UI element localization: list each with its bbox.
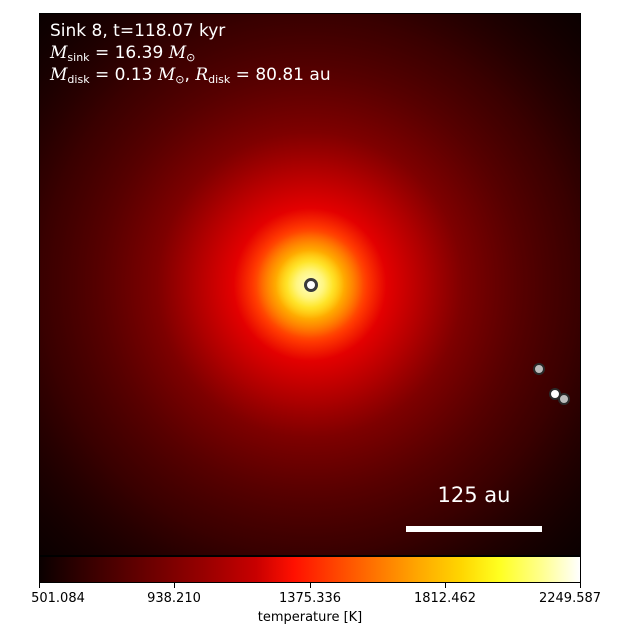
colorbar-tick <box>174 583 175 588</box>
m-sink-sub: sink <box>67 51 90 64</box>
colorbar-tick <box>580 583 581 588</box>
colorbar-tick-label: 501.084 <box>31 591 85 606</box>
scale-bar-label: 125 au <box>437 483 511 507</box>
colorbar-tick <box>310 583 311 588</box>
central-sink-marker <box>304 278 318 292</box>
m-disk-value: = 0.13 <box>89 65 158 85</box>
disk-properties: Mdisk = 0.13 M⊙, Rdisk = 80.81 au <box>50 65 331 90</box>
m-sink-unit-sub: ⊙ <box>186 51 196 64</box>
m-disk-symbol: M <box>50 65 68 85</box>
sink-mass: Msink = 16.39 M⊙ <box>50 43 195 68</box>
sink-title-text: Sink 8, t=118.07 kyr <box>50 21 226 41</box>
m-sink-symbol: M <box>50 43 68 63</box>
m-sink-unit: M <box>168 43 187 63</box>
sink-marker <box>558 393 570 405</box>
colorbar-tick <box>445 583 446 588</box>
scale-bar <box>406 526 542 532</box>
r-disk-symbol: R <box>195 65 209 85</box>
colorbar-label: temperature [K] <box>257 610 363 625</box>
r-disk-value: = 80.81 au <box>230 65 331 85</box>
m-disk-unit: M <box>157 65 176 85</box>
m-sink-value: = 16.39 <box>89 43 169 63</box>
m-disk-sub: disk <box>67 73 90 86</box>
temperature-map: Sink 8, t=118.07 kyr Msink = 16.39 M⊙ Md… <box>39 13 581 556</box>
colorbar <box>39 556 581 583</box>
sink-marker <box>533 363 545 375</box>
r-disk-separator: , <box>184 65 196 85</box>
colorbar-tick <box>39 583 40 588</box>
colorbar-tick-label: 938.210 <box>147 591 201 606</box>
colorbar-tick-label: 2249.587 <box>538 591 602 606</box>
m-disk-unit-sub: ⊙ <box>175 73 185 86</box>
r-disk-sub: disk <box>208 73 231 86</box>
colorbar-tick-label: 1812.462 <box>413 591 477 606</box>
colorbar-tick-label: 1375.336 <box>278 591 342 606</box>
sink-title: Sink 8, t=118.07 kyr <box>50 21 225 42</box>
